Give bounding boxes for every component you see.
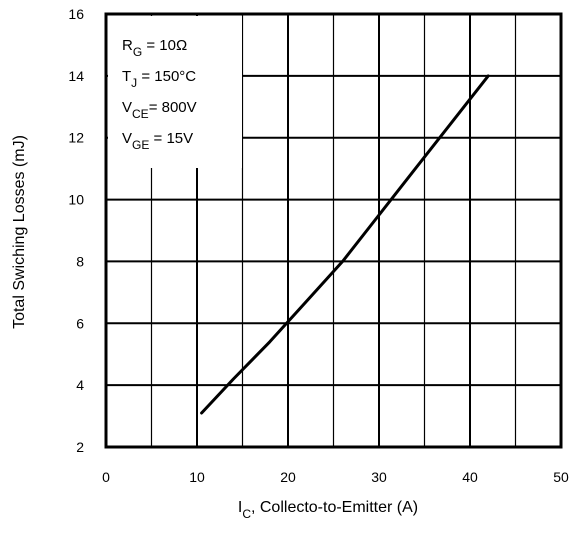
condition-main: R [122, 37, 133, 54]
y-tick-label: 16 [68, 6, 84, 22]
y-tick-label: 4 [76, 377, 84, 393]
x-tick-labels: 0 10 20 30 40 50 [102, 469, 569, 485]
y-tick-label: 14 [68, 68, 84, 84]
x-axis-title: IC, Collecto-to-Emitter (A) [238, 499, 418, 521]
condition-label: VCE= 800V [122, 99, 197, 121]
y-tick-label: 6 [76, 315, 84, 331]
condition-rest: = 800V [149, 99, 197, 116]
y-tick-labels: 2 4 6 8 10 12 14 16 [68, 6, 84, 455]
condition-sub: CE [132, 107, 149, 121]
x-tick-label: 20 [280, 469, 296, 485]
condition-rest: = 15V [149, 130, 193, 147]
x-tick-label: 30 [371, 469, 387, 485]
condition-rest: = 10Ω [142, 37, 187, 54]
condition-rest: = 150°C [137, 68, 196, 85]
y-axis-title: Total Swiching Losses (mJ) [11, 135, 28, 329]
condition-sub: GE [132, 138, 149, 152]
y-tick-label: 10 [68, 192, 84, 208]
condition-main: T [122, 68, 131, 85]
x-tick-label: 0 [102, 469, 110, 485]
x-axis-title-sub: C [242, 507, 251, 521]
grid-lines [106, 14, 561, 447]
x-axis-title-rest: , Collecto-to-Emitter (A) [251, 499, 418, 516]
x-tick-label: 50 [553, 469, 569, 485]
plot-frame [104, 12, 563, 449]
conditions-box [108, 16, 242, 168]
series-layer [200, 74, 490, 415]
condition-main: V [122, 99, 132, 116]
y-tick-label: 8 [76, 253, 84, 269]
condition-label: TJ = 150°C [122, 68, 196, 90]
condition-main: V [122, 130, 132, 147]
condition-label: VGE = 15V [122, 130, 193, 152]
x-tick-label: 40 [462, 469, 478, 485]
condition-sub: G [133, 45, 142, 59]
condition-sub: J [131, 76, 137, 90]
condition-label: RG = 10Ω [122, 37, 187, 59]
series-line [200, 74, 490, 415]
x-axis-title-main: I [238, 499, 242, 516]
y-tick-label: 2 [76, 439, 84, 455]
x-tick-label: 10 [189, 469, 205, 485]
y-tick-label: 12 [68, 130, 84, 146]
